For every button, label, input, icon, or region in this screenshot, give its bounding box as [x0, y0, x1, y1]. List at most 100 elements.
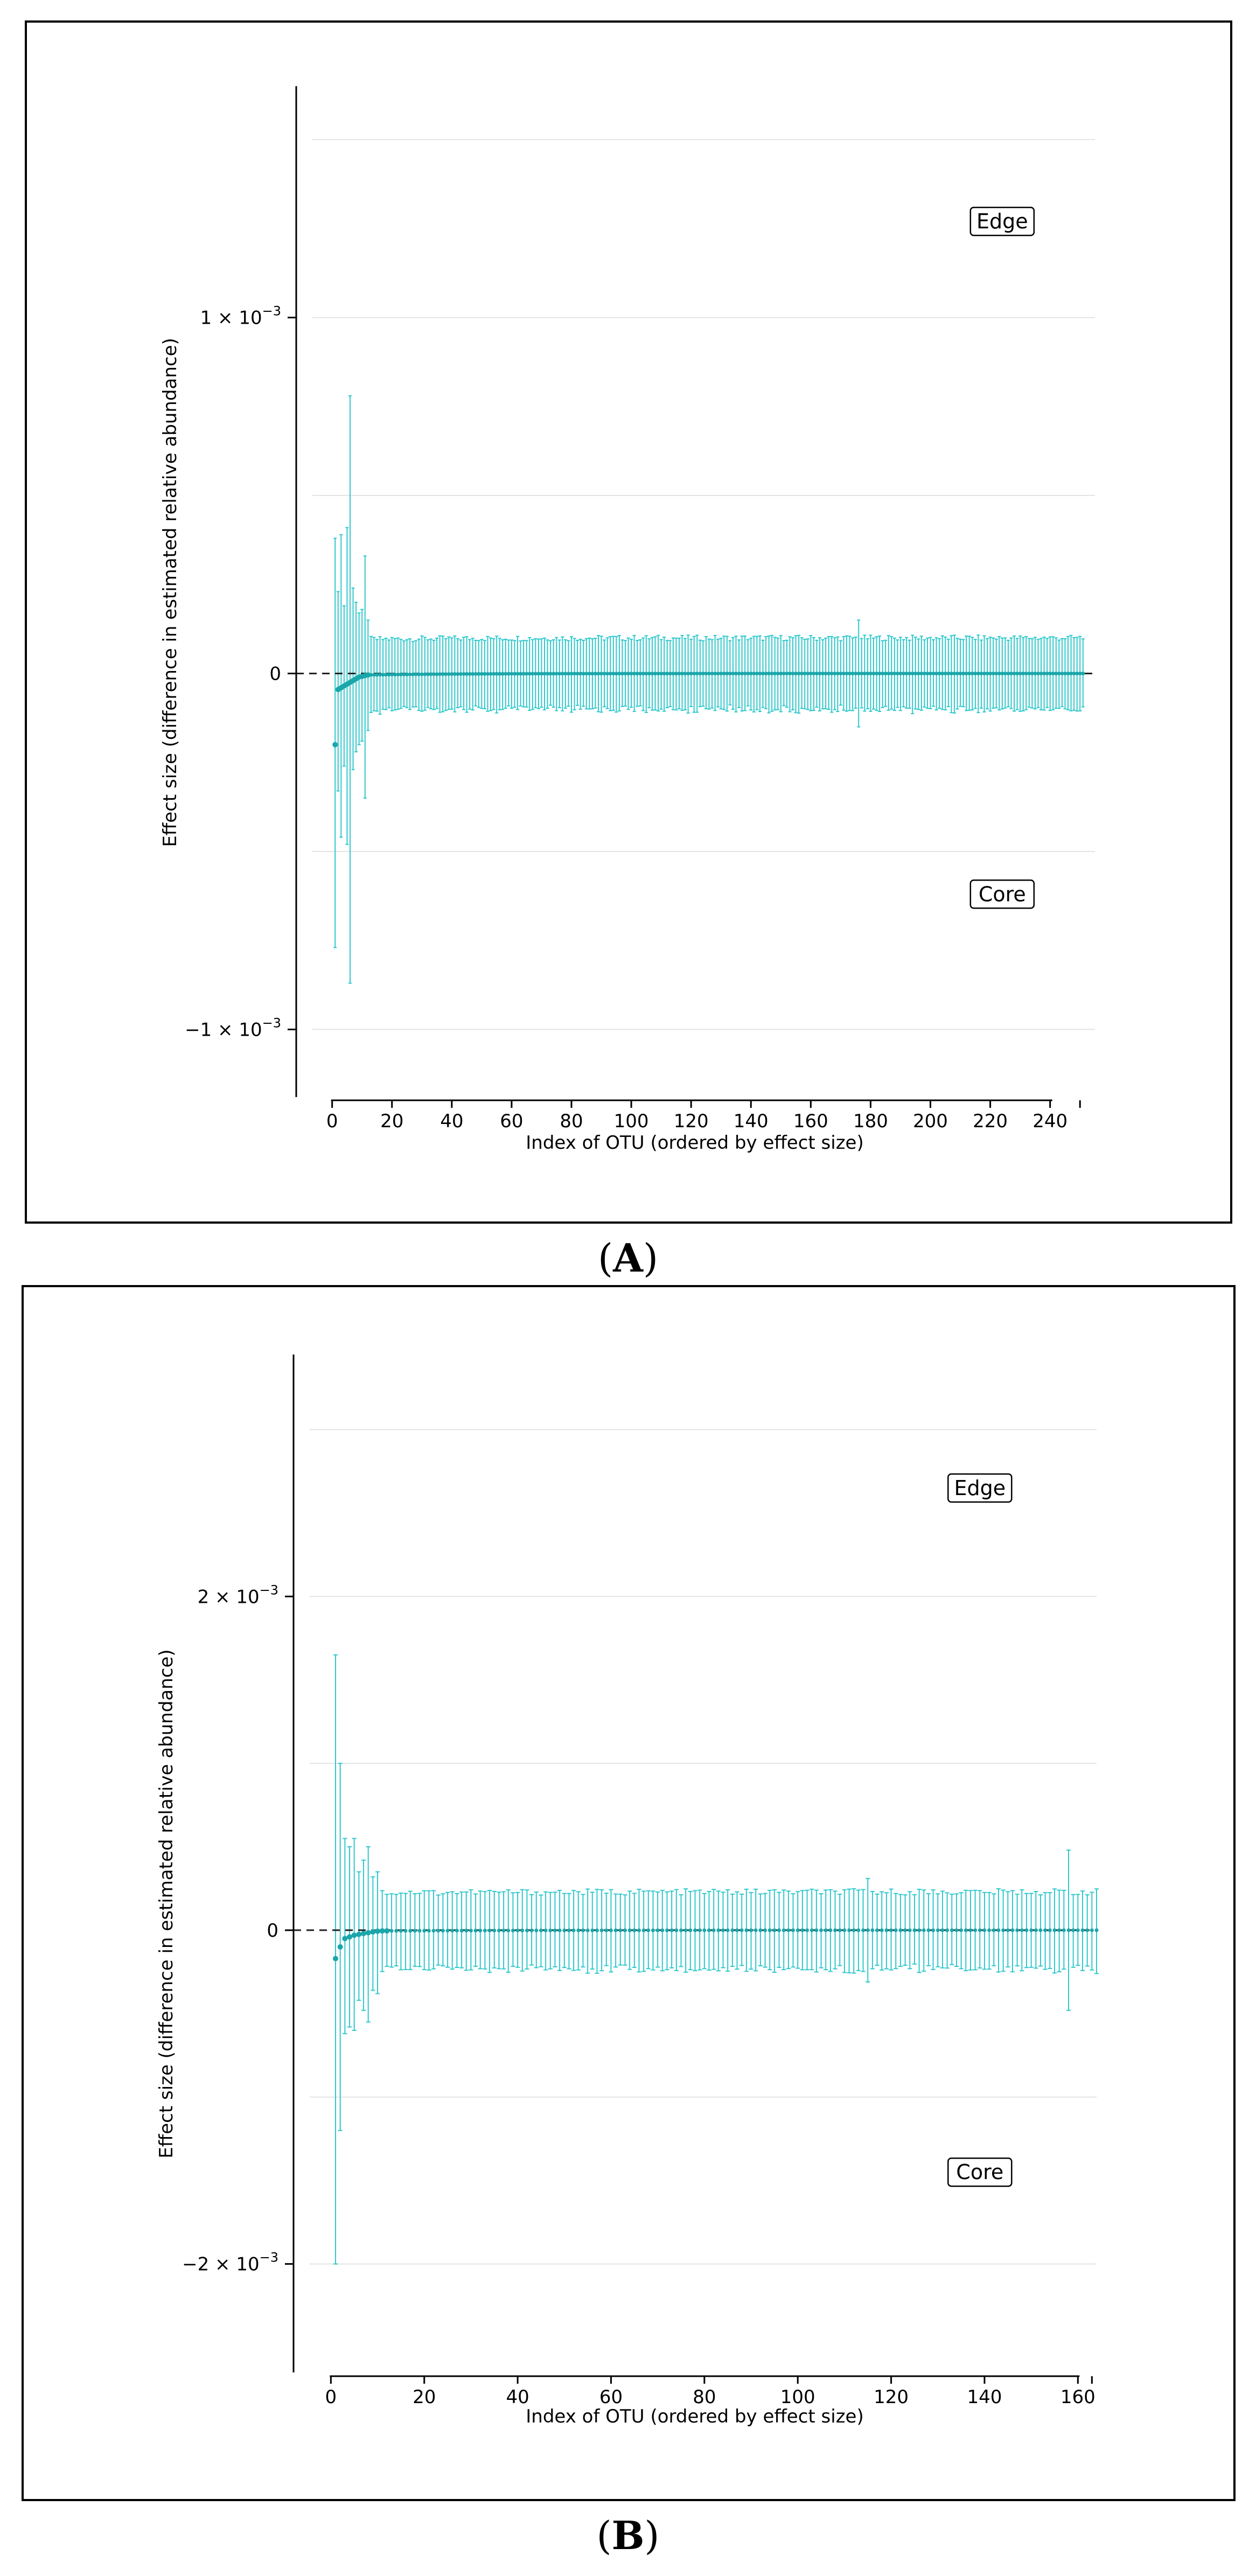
panel-a-data-point [949, 672, 953, 676]
panel-a-data-point [821, 672, 825, 676]
panel-a-data-point [458, 672, 463, 676]
panel-a-data-point [1075, 672, 1079, 676]
panel-a-data-point [856, 672, 861, 676]
panel-b-data-point [599, 1928, 604, 1932]
panel-a-data-point [396, 672, 400, 676]
panel-a-data-point [1060, 672, 1064, 676]
panel-a-data-point [740, 672, 744, 676]
panel-a-data-point [536, 672, 541, 676]
panel-b-data-point [464, 1929, 469, 1933]
panel-a-data-point [976, 672, 980, 676]
panel-a-data-point [835, 672, 840, 676]
panel-a-data-point [929, 672, 933, 676]
panel-b-data-point [501, 1928, 506, 1932]
panel-b-data-point [473, 1929, 478, 1933]
panel-a-data-point [525, 672, 529, 676]
panel-b-data-point [431, 1929, 436, 1933]
panel-a-x-tick-label: 240 [1032, 1111, 1067, 1132]
panel-b-data-point [342, 1936, 348, 1942]
panel-a-data-point [438, 672, 442, 676]
panel-b-data-point [585, 1928, 590, 1932]
panel-a-data-point [602, 672, 606, 676]
panel-a-data-point [955, 672, 960, 676]
panel-b-points [333, 1928, 1099, 1961]
panel-b-data-point [655, 1928, 660, 1932]
panel-a-data-point [581, 672, 585, 676]
panel-a-x-tick-label: 100 [614, 1111, 649, 1132]
panel-b-data-point [534, 1928, 539, 1932]
panel-a-data-point [728, 672, 732, 676]
panel-a-x-tick-label: 160 [793, 1111, 828, 1132]
panel-b-data-point [478, 1929, 483, 1933]
panel-b-data-point [870, 1928, 875, 1932]
panel-a-data-point [943, 672, 947, 676]
panel-a-data-point [967, 672, 972, 676]
panel-a-data-point [1072, 672, 1076, 676]
panel-a-data-point [593, 672, 597, 676]
panel-a-data-point [402, 672, 406, 676]
panel-a-data-point [1006, 672, 1010, 676]
panel-a-data-point [892, 672, 897, 676]
panel-b-data-point [384, 1928, 390, 1934]
panel-a-x-tick-label: 120 [674, 1111, 709, 1132]
panel-b-annotation-box [947, 2157, 1013, 2187]
panel-a-data-point [1003, 672, 1007, 676]
panel-a-data-point [970, 672, 974, 676]
panel-b-data-point [763, 1928, 767, 1932]
panel-b-data-point [828, 1928, 833, 1932]
panel-b-data-point [931, 1928, 936, 1932]
panel-a-data-point [725, 672, 729, 676]
panel-b-data-point [674, 1928, 679, 1932]
panel-a-data-point [611, 672, 616, 676]
panel-b-data-point [954, 1928, 959, 1932]
panel-a-data-point [494, 672, 499, 676]
panel-a-annotation-box [969, 206, 1035, 236]
panel-a-data-point [1021, 672, 1025, 676]
panel-a-x-tick-label: 60 [500, 1111, 523, 1132]
panel-a-data-point [961, 672, 966, 676]
panel-b-data-point [982, 1928, 987, 1932]
panel-b-data-point [441, 1929, 445, 1933]
panel-b-data-point [945, 1928, 950, 1932]
panel-a-data-point [877, 672, 882, 676]
panel-a-data-point [665, 672, 669, 676]
panel-a-data-point [707, 672, 711, 676]
panel-b-x-tick-label: 160 [1060, 2386, 1095, 2408]
panel-a-x-tick-label: 20 [380, 1111, 403, 1132]
panel-b-data-point [637, 1928, 641, 1932]
panel-b-data-point [721, 1928, 725, 1932]
panel-a-data-point [973, 672, 978, 676]
panel-a-data-point [405, 672, 409, 676]
panel-a-data-point [737, 672, 741, 676]
panel-a-data-point [686, 672, 690, 676]
panel-a-data-point [812, 672, 816, 676]
panel-b-data-point [1085, 1928, 1090, 1932]
panel-a-letter: A [612, 1235, 644, 1281]
panel-b-data-point [847, 1928, 852, 1932]
panel-b-data-point [413, 1929, 417, 1933]
panel-b-data-point [365, 1930, 371, 1936]
panel-b-data-point [1010, 1928, 1015, 1932]
panel-a-data-point [465, 672, 469, 676]
panel-a-data-point [862, 672, 867, 676]
panel-b-data-point [641, 1928, 646, 1932]
panel-a-data-point [719, 672, 723, 676]
panel-b-data-point [978, 1928, 982, 1932]
panel-a-data-point [779, 672, 783, 676]
panel-b-data-point [791, 1928, 796, 1932]
panel-a-data-point [787, 672, 792, 676]
panel-a-data-point [393, 672, 397, 676]
panel-a-data-point [510, 672, 514, 676]
panel-a-data-point [620, 672, 624, 676]
panel-b-data-point [903, 1928, 908, 1932]
panel-a-data-point [467, 672, 472, 676]
panel-a-data-point [1009, 672, 1013, 676]
panel-b-data-point [567, 1928, 571, 1932]
panel-a-data-point [952, 672, 957, 676]
panel-a-data-point [806, 672, 810, 676]
panel-a-data-point [446, 672, 451, 676]
panel-a-data-point [417, 672, 421, 676]
panel-a-data-point [557, 672, 562, 676]
panel-a-data-point [578, 672, 583, 676]
panel-b-data-point [595, 1928, 599, 1932]
